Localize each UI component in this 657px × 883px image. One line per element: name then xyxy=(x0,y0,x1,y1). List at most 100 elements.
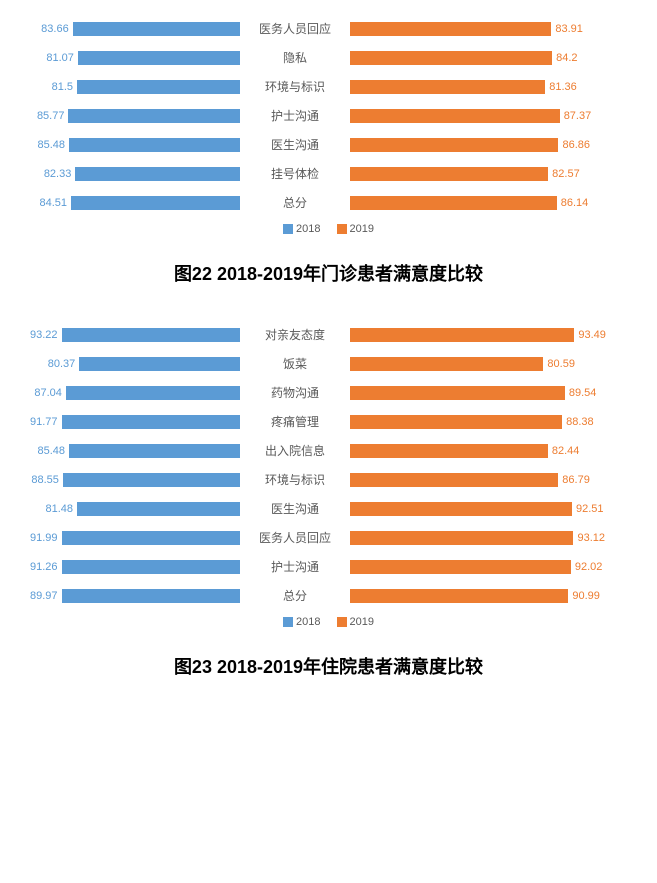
value-2018: 91.26 xyxy=(30,561,58,573)
chart-row: 82.33挂号体检82.57 xyxy=(30,165,627,182)
right-bar-group: 92.02 xyxy=(350,560,610,574)
bar-2019 xyxy=(350,502,572,516)
bar-2018 xyxy=(77,502,240,516)
left-bar-group: 91.99 xyxy=(30,531,240,545)
chart2-caption: 图23 2018-2019年住院患者满意度比较 xyxy=(30,653,627,679)
value-2019: 86.86 xyxy=(562,139,590,151)
chart-row: 89.97总分90.99 xyxy=(30,587,627,604)
bar-2019 xyxy=(350,473,558,487)
left-bar-group: 83.66 xyxy=(30,22,240,36)
right-bar-group: 89.54 xyxy=(350,386,610,400)
bar-2018 xyxy=(66,386,240,400)
right-bar-group: 86.14 xyxy=(350,196,610,210)
bar-2018 xyxy=(68,109,240,123)
legend-item: 2019 xyxy=(337,223,374,235)
legend-label: 2019 xyxy=(350,223,374,235)
bar-2018 xyxy=(78,51,240,65)
bar-2019 xyxy=(350,589,568,603)
value-2019: 89.54 xyxy=(569,387,597,399)
category-label: 环境与标识 xyxy=(240,471,350,488)
right-bar-group: 93.12 xyxy=(350,531,610,545)
right-bar-group: 86.79 xyxy=(350,473,610,487)
left-bar-group: 84.51 xyxy=(30,196,240,210)
inpatient-chart: 93.22对亲友态度93.4980.37饭菜80.5987.04药物沟通89.5… xyxy=(30,326,627,628)
chart-row: 83.66 医务人员回应83.91 xyxy=(30,20,627,37)
bar-2018 xyxy=(69,444,240,458)
bar-2019 xyxy=(350,196,557,210)
bar-2018 xyxy=(71,196,240,210)
category-label: 总分 xyxy=(240,587,350,604)
value-2018: 80.37 xyxy=(48,358,76,370)
left-bar-group: 88.55 xyxy=(30,473,240,487)
value-2018: 81.48 xyxy=(46,503,74,515)
bar-2019 xyxy=(350,167,548,181)
left-bar-group: 85.77 xyxy=(30,109,240,123)
value-2019: 86.79 xyxy=(562,474,590,486)
legend: 20182019 xyxy=(30,223,627,235)
bar-2019 xyxy=(350,415,562,429)
value-2019: 87.37 xyxy=(564,110,592,122)
left-bar-group: 85.48 xyxy=(30,138,240,152)
category-label: 医务人员回应 xyxy=(240,20,350,37)
category-label: 挂号体检 xyxy=(240,165,350,182)
left-bar-group: 85.48 xyxy=(30,444,240,458)
legend-swatch xyxy=(283,617,293,627)
chart-row: 85.48出入院信息82.44 xyxy=(30,442,627,459)
category-label: 隐私 xyxy=(240,49,350,66)
bar-2018 xyxy=(62,531,240,545)
chart-row: 81.5环境与标识81.36 xyxy=(30,78,627,95)
bar-2018 xyxy=(69,138,240,152)
bar-2019 xyxy=(350,51,552,65)
right-bar-group: 81.36 xyxy=(350,80,610,94)
left-bar-group: 91.26 xyxy=(30,560,240,574)
right-bar-group: 87.37 xyxy=(350,109,610,123)
right-bar-group: 92.51 xyxy=(350,502,610,516)
category-label: 护士沟通 xyxy=(240,558,350,575)
bar-2018 xyxy=(62,415,240,429)
bar-2019 xyxy=(350,22,551,36)
category-label: 医生沟通 xyxy=(240,500,350,517)
left-bar-group: 91.77 xyxy=(30,415,240,429)
chart-row: 80.37 饭菜 80.59 xyxy=(30,355,627,372)
bar-2019 xyxy=(350,109,560,123)
category-label: 医务人员回应 xyxy=(240,529,350,546)
legend-swatch xyxy=(283,224,293,234)
right-bar-group: 83.91 xyxy=(350,22,610,36)
right-bar-group: 82.57 xyxy=(350,167,610,181)
bar-2018 xyxy=(73,22,240,36)
value-2019: 92.02 xyxy=(575,561,603,573)
chart-row: 88.55环境与标识 86.79 xyxy=(30,471,627,488)
category-label: 药物沟通 xyxy=(240,384,350,401)
value-2019: 88.38 xyxy=(566,416,594,428)
bar-2019 xyxy=(350,138,558,152)
category-label: 医生沟通 xyxy=(240,136,350,153)
category-label: 护士沟通 xyxy=(240,107,350,124)
value-2018: 85.48 xyxy=(38,139,66,151)
value-2019: 80.59 xyxy=(547,358,575,370)
right-bar-group: 80.59 xyxy=(350,357,610,371)
value-2019: 81.36 xyxy=(549,81,577,93)
legend-label: 2018 xyxy=(296,616,320,628)
left-bar-group: 80.37 xyxy=(30,357,240,371)
category-label: 饭菜 xyxy=(240,355,350,372)
chart-row: 87.04药物沟通89.54 xyxy=(30,384,627,401)
left-bar-group: 89.97 xyxy=(30,589,240,603)
value-2019: 93.12 xyxy=(577,532,605,544)
value-2019: 86.14 xyxy=(561,197,589,209)
bar-2019 xyxy=(350,357,543,371)
legend-item: 2018 xyxy=(283,616,320,628)
value-2018: 89.97 xyxy=(30,590,58,602)
value-2019: 92.51 xyxy=(576,503,604,515)
left-bar-group: 93.22 xyxy=(30,328,240,342)
legend-swatch xyxy=(337,224,347,234)
outpatient-chart: 83.66医务人员回应83.9181.07隐私84.281.5环境与标识81.3… xyxy=(30,20,627,235)
chart-row: 81.48 医生沟通 92.51 xyxy=(30,500,627,517)
bar-2018 xyxy=(79,357,240,371)
value-2018: 83.66 xyxy=(41,23,69,35)
category-label: 环境与标识 xyxy=(240,78,350,95)
left-bar-group: 82.33 xyxy=(30,167,240,181)
legend: 20182019 xyxy=(30,616,627,628)
value-2018: 91.99 xyxy=(30,532,58,544)
right-bar-group: 88.38 xyxy=(350,415,610,429)
bar-2018 xyxy=(62,328,240,342)
